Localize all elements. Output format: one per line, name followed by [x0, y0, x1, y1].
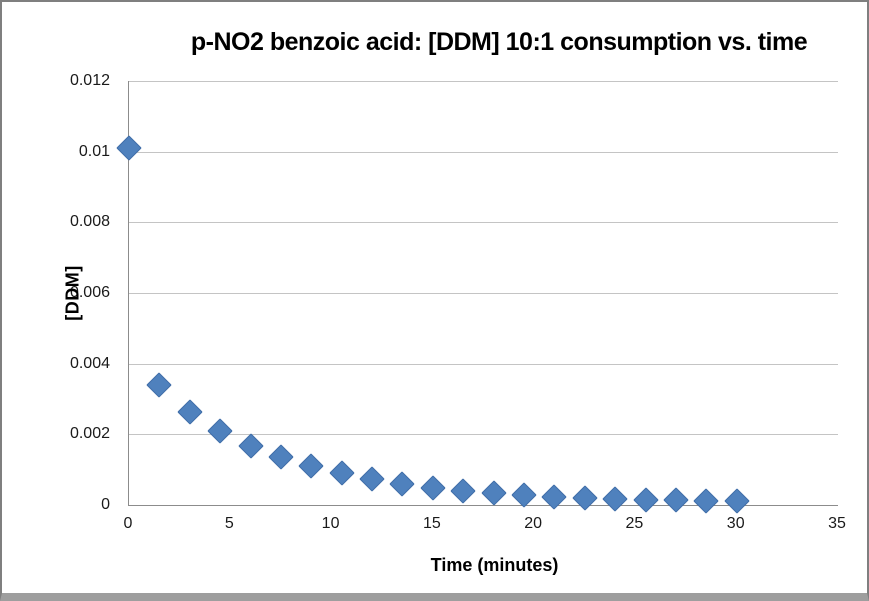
data-point-diamond	[359, 466, 385, 492]
y-tick-label: 0.01	[78, 142, 110, 160]
data-point-diamond	[632, 486, 659, 513]
data-point-diamond	[450, 477, 476, 504]
y-gridline	[129, 434, 838, 436]
data-point-diamond	[693, 488, 720, 514]
y-tick-label: 0.006	[69, 284, 110, 301]
y-tick-label: 0.012	[69, 72, 110, 89]
y-gridline	[129, 363, 838, 365]
chart-title: p-NO2 benzoic acid: [DDM] 10:1 consumpti…	[190, 28, 808, 56]
x-axis-title: Time (minutes)	[430, 555, 559, 575]
data-point-diamond	[116, 135, 142, 161]
data-point-diamond	[511, 482, 537, 508]
y-tick-label: 0.004	[69, 354, 110, 372]
data-point-diamond	[480, 480, 507, 506]
y-gridline	[129, 293, 838, 294]
data-point-diamond	[602, 485, 628, 512]
data-point-diamond	[389, 471, 416, 497]
x-tick-label: 25	[625, 515, 644, 532]
x-tick-label: 10	[321, 515, 340, 532]
data-point-diamond	[420, 474, 446, 501]
y-gridline	[129, 151, 838, 153]
y-tick-label: 0.008	[69, 213, 110, 231]
data-point-diamond	[298, 453, 325, 480]
x-tick-label: 30	[726, 515, 745, 532]
x-tick-label: 20	[524, 515, 543, 532]
data-point-diamond	[237, 433, 264, 460]
data-point-diamond	[572, 484, 598, 511]
data-point-diamond	[663, 487, 689, 514]
data-point-diamond	[207, 418, 233, 444]
y-gridline	[129, 222, 838, 224]
y-axis-title: [DDM]	[62, 265, 83, 321]
y-tick-label: 0	[101, 496, 110, 513]
data-point-diamond	[328, 460, 355, 486]
data-point-diamond	[146, 372, 173, 398]
data-point-diamond	[268, 444, 294, 471]
x-tick-label: 5	[224, 515, 234, 532]
data-point-diamond	[177, 399, 203, 425]
y-tick-label: 0.002	[69, 425, 110, 443]
data-point-diamond	[723, 488, 750, 515]
data-point-diamond	[541, 483, 568, 510]
x-tick-label: 15	[422, 515, 441, 532]
x-tick-label: 35	[828, 515, 846, 532]
plot-area	[116, 81, 838, 515]
y-gridline	[129, 81, 838, 82]
x-tick-label: 0	[123, 515, 133, 532]
